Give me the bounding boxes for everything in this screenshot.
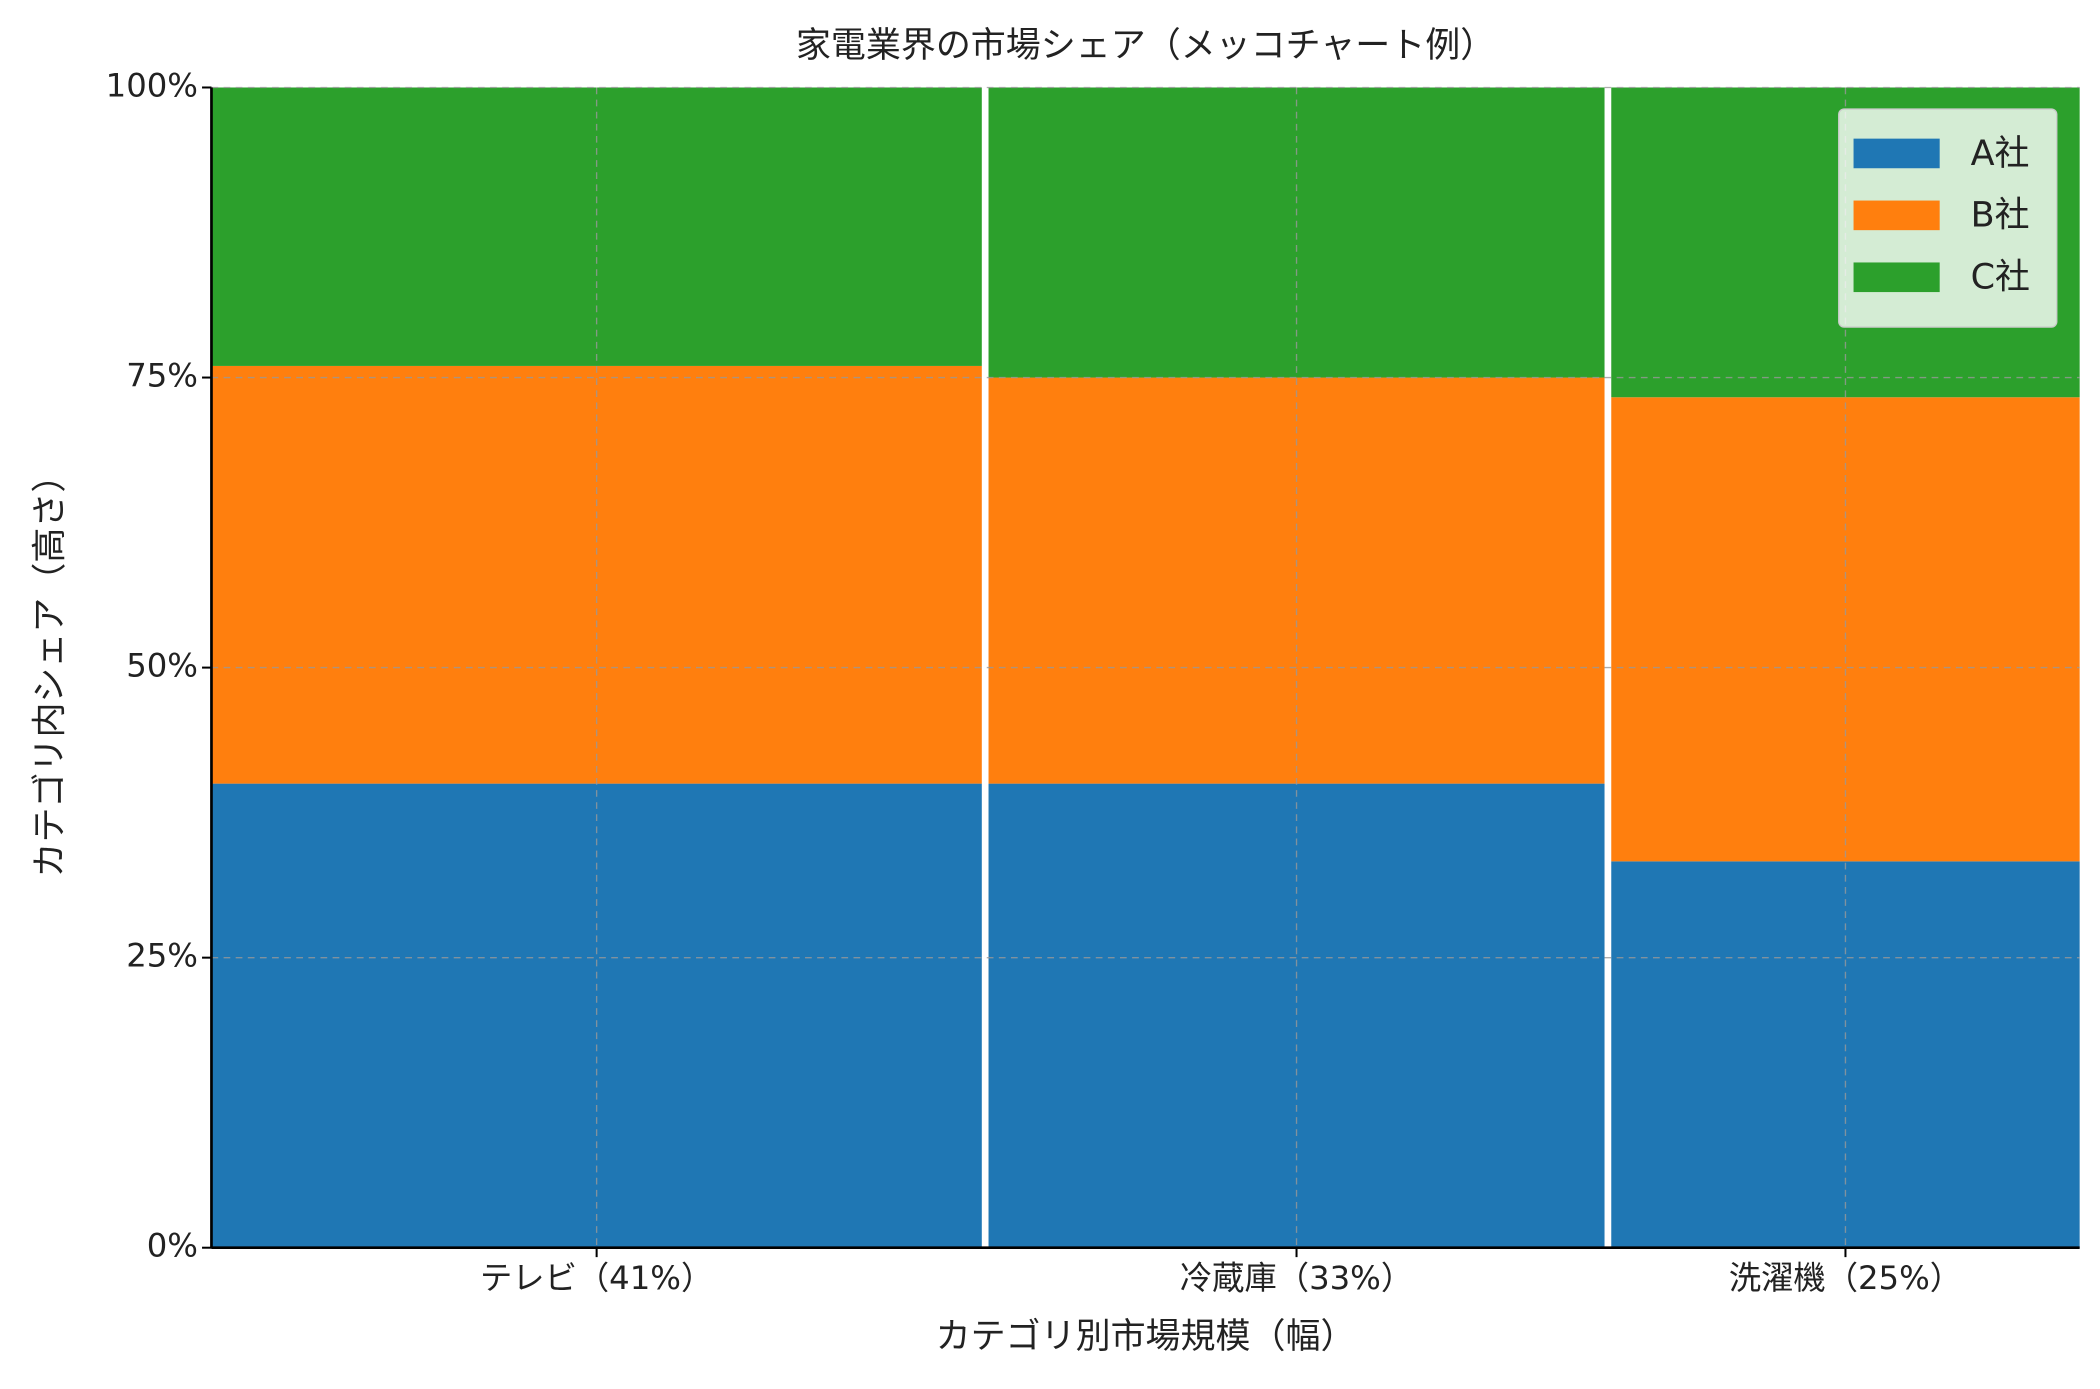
legend-label: B社 [1971, 196, 2030, 236]
y-tick-label: 75% [126, 357, 198, 395]
y-tick-label: 100% [106, 66, 198, 104]
segment [988, 87, 1605, 378]
y-tick-label: 0% [147, 1227, 198, 1265]
x-tick-label: 冷蔵庫（33%） [1180, 1259, 1413, 1297]
y-tick-label: 25% [126, 937, 198, 975]
x-tick-label: テレビ（41%） [480, 1259, 713, 1297]
y-axis-label: カテゴリ内シェア（高さ） [30, 458, 70, 878]
y-tick-label: 50% [126, 647, 198, 685]
chart-title: 家電業界の市場シェア（メッコチャート例） [796, 26, 1495, 66]
segment [1611, 861, 2080, 1248]
x-tick-label: 洗濯機（25%） [1729, 1259, 1962, 1297]
legend-label: C社 [1971, 258, 2030, 298]
legend-swatch [1853, 138, 1940, 169]
legend-swatch [1853, 200, 1940, 231]
legend-swatch [1853, 262, 1940, 293]
legend-label: A社 [1971, 134, 2030, 174]
x-axis-label: カテゴリ別市場規模（幅） [936, 1317, 1356, 1357]
